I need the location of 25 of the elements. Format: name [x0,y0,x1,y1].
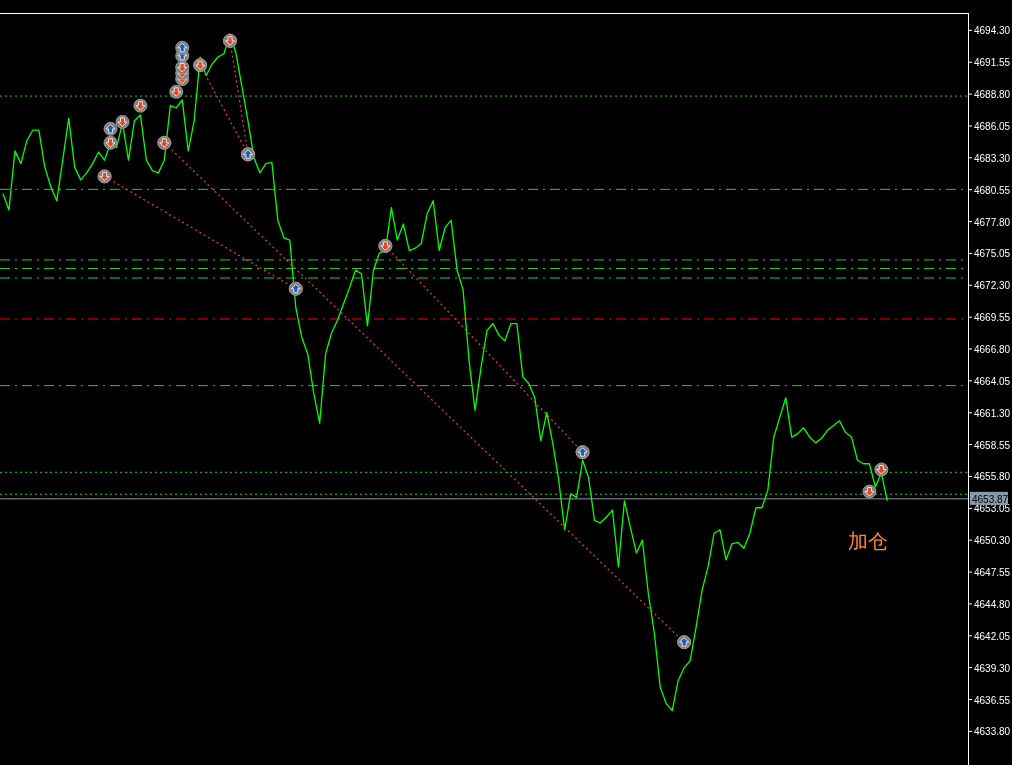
y-tick-label: 4694.30 [974,25,1011,37]
y-tick-label: 4677.80 [974,216,1011,228]
y-tick-label: 4644.80 [974,598,1011,610]
y-tick-label: 4639.30 [974,662,1011,674]
y-tick-label: 4642.05 [974,630,1011,642]
y-tick-label: 4650.30 [974,535,1011,547]
y-tick-label: 4675.05 [974,248,1011,260]
y-tick-label: 4655.80 [974,471,1011,483]
y-tick-label: 4664.05 [974,375,1011,387]
y-tick-label: 4661.30 [974,407,1011,419]
y-tick-label: 4658.55 [974,439,1011,451]
ref-line-label: 4653.87 [972,493,1009,505]
y-tick-label: 4686.05 [974,120,1011,132]
y-tick-label: 4666.80 [974,344,1011,356]
y-tick-label: 4680.55 [974,184,1011,196]
y-tick-label: 4691.55 [974,57,1011,69]
y-tick-label: 4669.55 [974,312,1011,324]
y-tick-label: 4633.80 [974,726,1011,738]
y-tick-label: 4636.55 [974,694,1011,706]
y-tick-label: 4683.30 [974,152,1011,164]
annotation: 加仓 [848,530,888,552]
y-tick-label: 4688.80 [974,89,1011,101]
y-tick-label: 4647.55 [974,567,1011,579]
y-tick-label: 4653.05 [974,503,1011,515]
y-tick-label: 4672.30 [974,280,1011,292]
